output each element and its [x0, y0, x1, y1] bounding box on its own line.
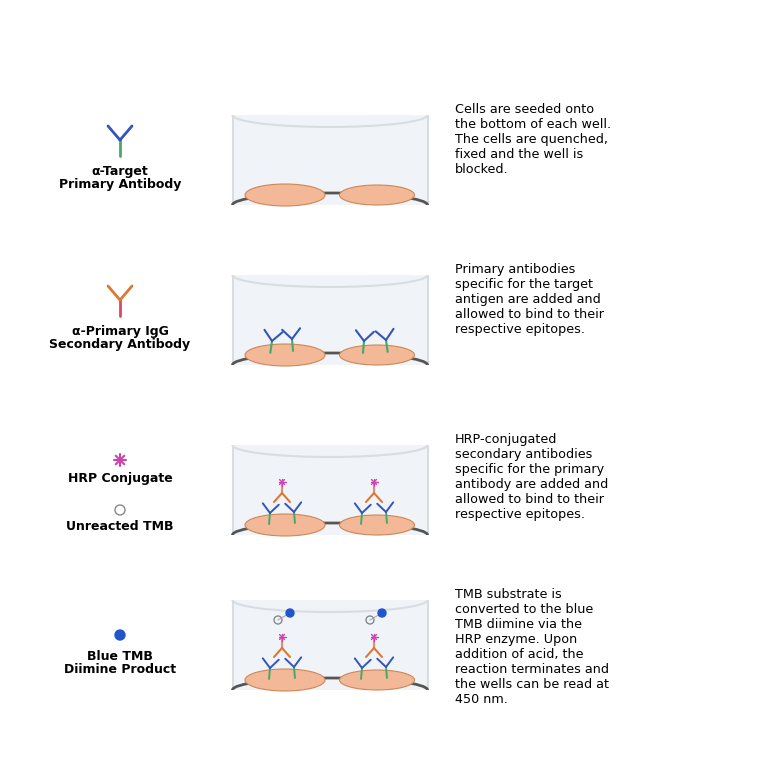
- Text: Unreacted TMB: Unreacted TMB: [66, 520, 173, 533]
- Ellipse shape: [339, 185, 415, 205]
- Bar: [232, 445, 428, 535]
- Text: Primary antibodies
specific for the target
antigen are added and
allowed to bind: Primary antibodies specific for the targ…: [455, 263, 604, 336]
- Ellipse shape: [245, 184, 325, 206]
- Bar: [231, 586, 429, 600]
- Bar: [231, 205, 429, 219]
- Ellipse shape: [232, 263, 428, 287]
- Ellipse shape: [339, 515, 415, 535]
- Ellipse shape: [245, 669, 325, 691]
- Bar: [232, 600, 428, 690]
- Bar: [231, 431, 429, 445]
- Text: Diimine Product: Diimine Product: [64, 663, 176, 676]
- Ellipse shape: [232, 103, 428, 127]
- Text: Primary Antibody: Primary Antibody: [59, 178, 181, 191]
- Ellipse shape: [339, 670, 415, 690]
- Ellipse shape: [232, 678, 428, 702]
- Text: HRP Conjugate: HRP Conjugate: [68, 472, 173, 485]
- Text: Blue TMB: Blue TMB: [87, 650, 153, 663]
- Bar: [232, 115, 428, 205]
- Circle shape: [378, 609, 386, 617]
- Text: Cells are seeded onto
the bottom of each well.
The cells are quenched,
fixed and: Cells are seeded onto the bottom of each…: [455, 103, 611, 176]
- Ellipse shape: [245, 514, 325, 536]
- Ellipse shape: [232, 193, 428, 217]
- Circle shape: [115, 630, 125, 640]
- Text: TMB substrate is
converted to the blue
TMB diimine via the
HRP enzyme. Upon
addi: TMB substrate is converted to the blue T…: [455, 588, 609, 706]
- Circle shape: [286, 609, 294, 617]
- Bar: [231, 690, 429, 704]
- Text: α-Target: α-Target: [92, 165, 148, 178]
- Ellipse shape: [245, 344, 325, 366]
- Bar: [231, 261, 429, 275]
- Ellipse shape: [232, 588, 428, 612]
- Ellipse shape: [232, 523, 428, 547]
- Bar: [232, 275, 428, 365]
- Bar: [231, 101, 429, 115]
- Text: Secondary Antibody: Secondary Antibody: [50, 338, 190, 351]
- Text: α-Primary IgG: α-Primary IgG: [72, 325, 168, 338]
- Bar: [231, 365, 429, 379]
- Ellipse shape: [232, 433, 428, 457]
- Bar: [231, 535, 429, 549]
- Text: HRP-conjugated
secondary antibodies
specific for the primary
antibody are added : HRP-conjugated secondary antibodies spec…: [455, 433, 608, 521]
- Ellipse shape: [339, 345, 415, 365]
- Ellipse shape: [232, 353, 428, 377]
